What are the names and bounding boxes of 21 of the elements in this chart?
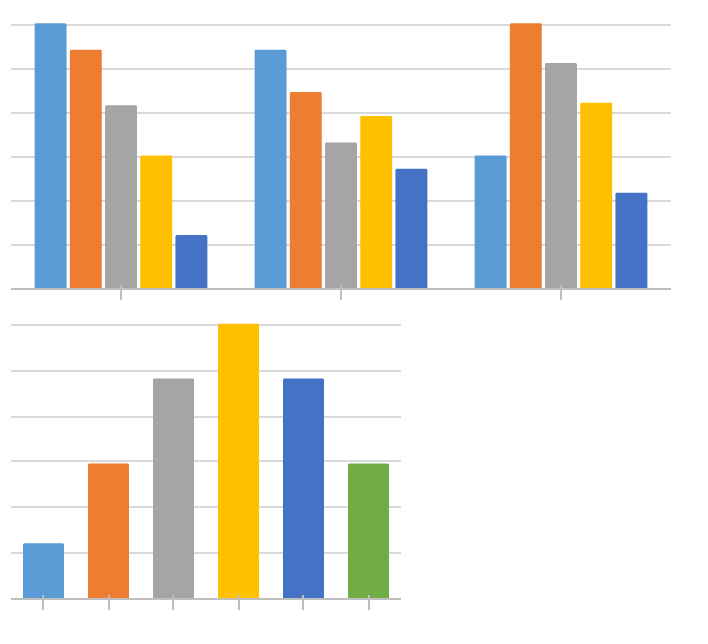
bar <box>88 463 129 599</box>
bar <box>474 155 507 289</box>
bar <box>218 323 259 599</box>
bar <box>615 192 648 289</box>
bar <box>23 543 64 599</box>
bar <box>360 115 393 289</box>
bar <box>580 102 613 289</box>
bar <box>509 23 542 289</box>
bar <box>348 463 389 599</box>
bar <box>153 378 194 599</box>
bar <box>105 105 137 289</box>
bar <box>34 23 67 289</box>
bar <box>325 142 357 289</box>
bar <box>283 378 324 599</box>
bar <box>175 235 208 289</box>
bar <box>395 168 428 289</box>
bar <box>289 92 322 289</box>
bar <box>69 49 102 289</box>
bar <box>254 49 287 289</box>
bar <box>545 62 577 289</box>
bar <box>140 155 173 289</box>
